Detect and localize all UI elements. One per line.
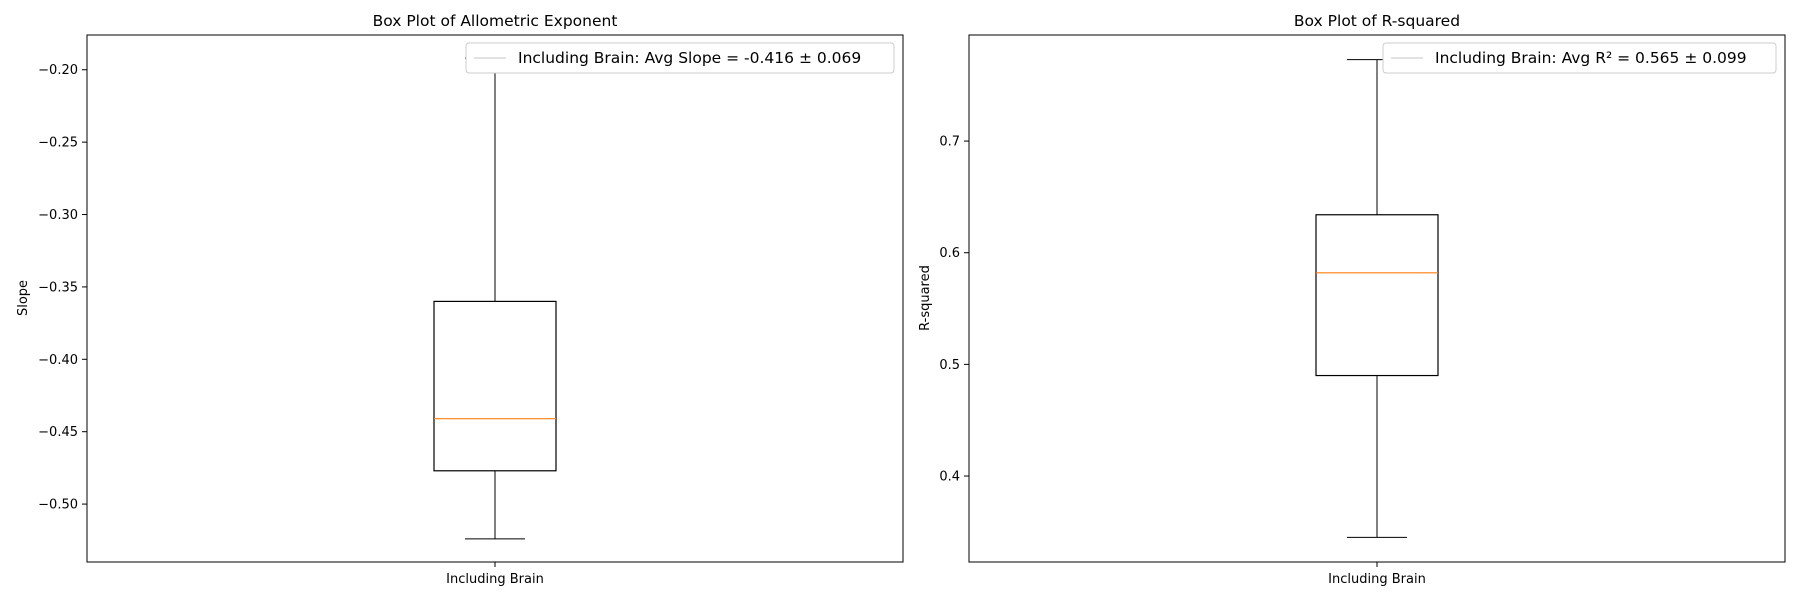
x-tick-label: Including Brain [1328,572,1426,587]
legend-frame [465,42,895,74]
y-tick-label: −0.50 [38,498,78,513]
y-tick-label: −0.40 [38,353,78,368]
box-marks [1315,59,1439,538]
y-tick-label: −0.35 [38,280,78,295]
legend-entry-label: Including Brain: Avg R² = 0.565 ± 0.099 [1435,49,1747,67]
x-axis: Including Brain [1328,562,1426,587]
y-axis: 0.4 0.5 0.6 0.7 [939,135,969,485]
y-tick-label: 0.7 [939,135,960,150]
y-tick-label: 0.5 [939,358,960,373]
legend-frame [1382,42,1777,74]
y-tick-label: 0.4 [939,470,960,485]
y-axis-label: Slope [16,280,31,316]
chart-title: Box Plot of Allometric Exponent [373,12,618,30]
y-tick-label: −0.30 [38,208,78,223]
chart-panel-r-squared: Box Plot of R-squared R-squared 0.40.50.… [918,12,1786,587]
legend-entry-label: Including Brain: Avg Slope = -0.416 ± 0.… [518,49,861,67]
y-tick-label: −0.45 [38,425,78,440]
y-tick-label: −0.20 [38,63,78,78]
legend: Including Brain: Avg R² = 0.565 ± 0.099 [1382,42,1777,74]
chart-panel-slope: Box Plot of Allometric Exponent Slope −0… [16,12,904,587]
x-tick-label: Including Brain [446,572,544,587]
chart-title: Box Plot of R-squared [1294,12,1460,30]
box-marks [433,57,557,540]
y-tick-label: −0.25 [38,136,78,151]
y-axis-label: R-squared [918,265,933,331]
box-iqr [433,300,557,472]
box-iqr [1315,214,1439,377]
y-tick-label: 0.6 [939,246,960,261]
legend: Including Brain: Avg Slope = -0.416 ± 0.… [465,42,895,74]
y-axis: −0.50 −0.45 −0.40 −0.35 −0.30 −0.25 −0.20 [38,63,87,513]
x-axis: Including Brain [446,562,544,587]
